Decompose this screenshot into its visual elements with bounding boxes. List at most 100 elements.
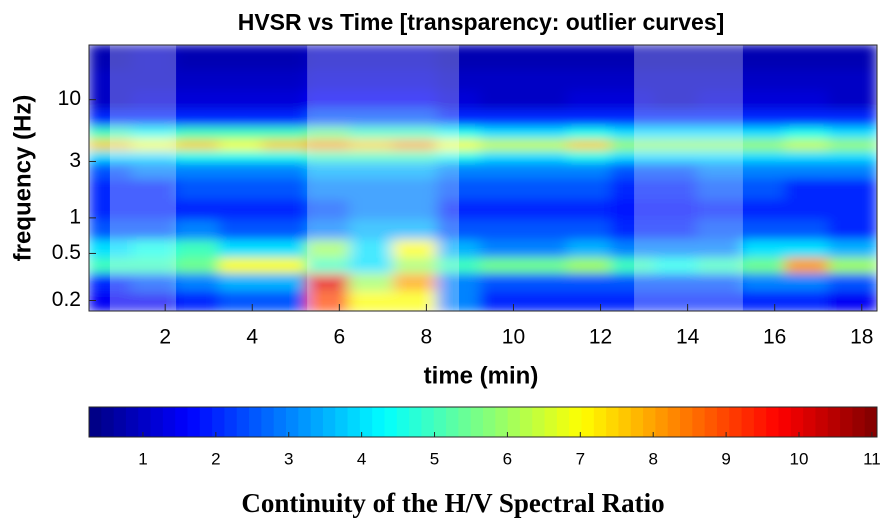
heatmap-cell [89,68,134,91]
heatmap-cell [436,124,482,140]
heatmap-cell [523,124,569,140]
colorbar-step [766,407,779,437]
heatmap-cell [89,255,134,274]
heatmap-cell [610,45,656,71]
heatmap-cell [131,124,178,140]
colorbar-step [618,407,632,437]
colorbar-step [704,407,718,437]
heatmap-cell [566,237,613,258]
heatmap-cell [566,255,613,274]
heatmap-cell [741,217,787,240]
plot-frame [88,44,878,312]
colorbar-step [298,407,312,437]
heatmap-cell [175,217,221,240]
heatmap-cell [349,88,395,110]
heatmap-cell [436,107,482,127]
heatmap-cell [349,68,395,91]
x-axis-label: time (min) [424,362,539,389]
heatmap-cell [653,197,700,220]
heatmap-cell [305,197,352,220]
heatmap-cell [436,137,482,151]
heatmap-cell [262,88,308,110]
heatmap-cell [566,68,613,91]
heatmap-cell [175,68,221,91]
colorbar-step [138,407,152,437]
heatmap-cell [305,159,352,179]
colorbar-step [815,407,829,437]
colorbar-step [630,407,644,437]
colorbar-step [347,407,361,437]
heatmap-cell [175,107,221,127]
heatmap-cell [566,45,613,71]
heatmap-cell [653,217,700,240]
heatmap-cell [697,68,744,91]
colorbar-step [372,407,385,437]
heatmap-cell [392,159,439,179]
heatmap-cell [566,197,613,220]
colorbar-step [680,407,693,437]
colorbar-tick-label: 11 [863,449,881,468]
heatmap-cell [89,148,134,162]
colorbar-step [384,407,398,437]
heatmap-cell [218,124,265,140]
colorbar-step [729,407,743,437]
heatmap-cell [305,124,352,140]
colorbar-tick-label: 9 [721,449,730,468]
heatmap-cell [175,159,221,179]
colorbar-step [519,407,533,437]
heatmap-cell [697,45,744,71]
heatmap-cell [349,159,395,179]
colorbar-step [236,407,250,437]
heatmap-cell [436,217,482,240]
heatmap-cell [392,237,439,258]
heatmap-cell [89,271,134,292]
heatmap-cell [697,289,744,311]
colorbar-step [470,407,484,437]
heatmap-cell [479,289,526,311]
heatmap-cell [828,197,877,220]
heatmap-cell [436,197,482,220]
colorbar-step [249,407,262,437]
y-axis-label: frequency (Hz) [9,95,36,262]
heatmap-cell [697,176,744,200]
heatmap-cell [262,176,308,200]
y-tick-label: 3 [69,149,81,172]
colorbar-step [803,407,816,437]
heatmap-cell [218,197,265,220]
heatmap-cell [436,271,482,292]
heatmap-cell [566,271,613,292]
heatmap-cell [523,68,569,91]
heatmap-cell [523,107,569,127]
heatmap-cell [523,159,569,179]
heatmap-cell [131,217,178,240]
heatmap-cell [218,88,265,110]
heatmap-cell [305,45,352,71]
colorbar-step [446,407,459,437]
heatmap-cell [436,237,482,258]
heatmap-cell [610,124,656,140]
heatmap-cell [610,197,656,220]
colorbar-tick-label: 8 [648,449,657,468]
heatmap-cell [697,124,744,140]
heatmap-cell [828,255,877,274]
shading [109,45,743,311]
heatmap-cell [175,271,221,292]
heatmap-cell [349,45,395,71]
heatmap-cell [262,124,308,140]
colorbar-step [187,407,201,437]
heatmap-cell [741,237,787,258]
colorbar-step [409,407,422,437]
heatmap-cell [131,88,178,110]
heatmap-cell [784,289,831,311]
colorbar-step [827,407,841,437]
heatmap-cell [349,124,395,140]
heatmap-cell [523,217,569,240]
heatmap-cell [89,159,134,179]
shaded-interval [634,45,743,311]
heatmap-cell [436,68,482,91]
heatmap-cell [305,217,352,240]
heatmap-cell [479,148,526,162]
colorbar-step [569,407,582,437]
colorbar-step [852,407,866,437]
